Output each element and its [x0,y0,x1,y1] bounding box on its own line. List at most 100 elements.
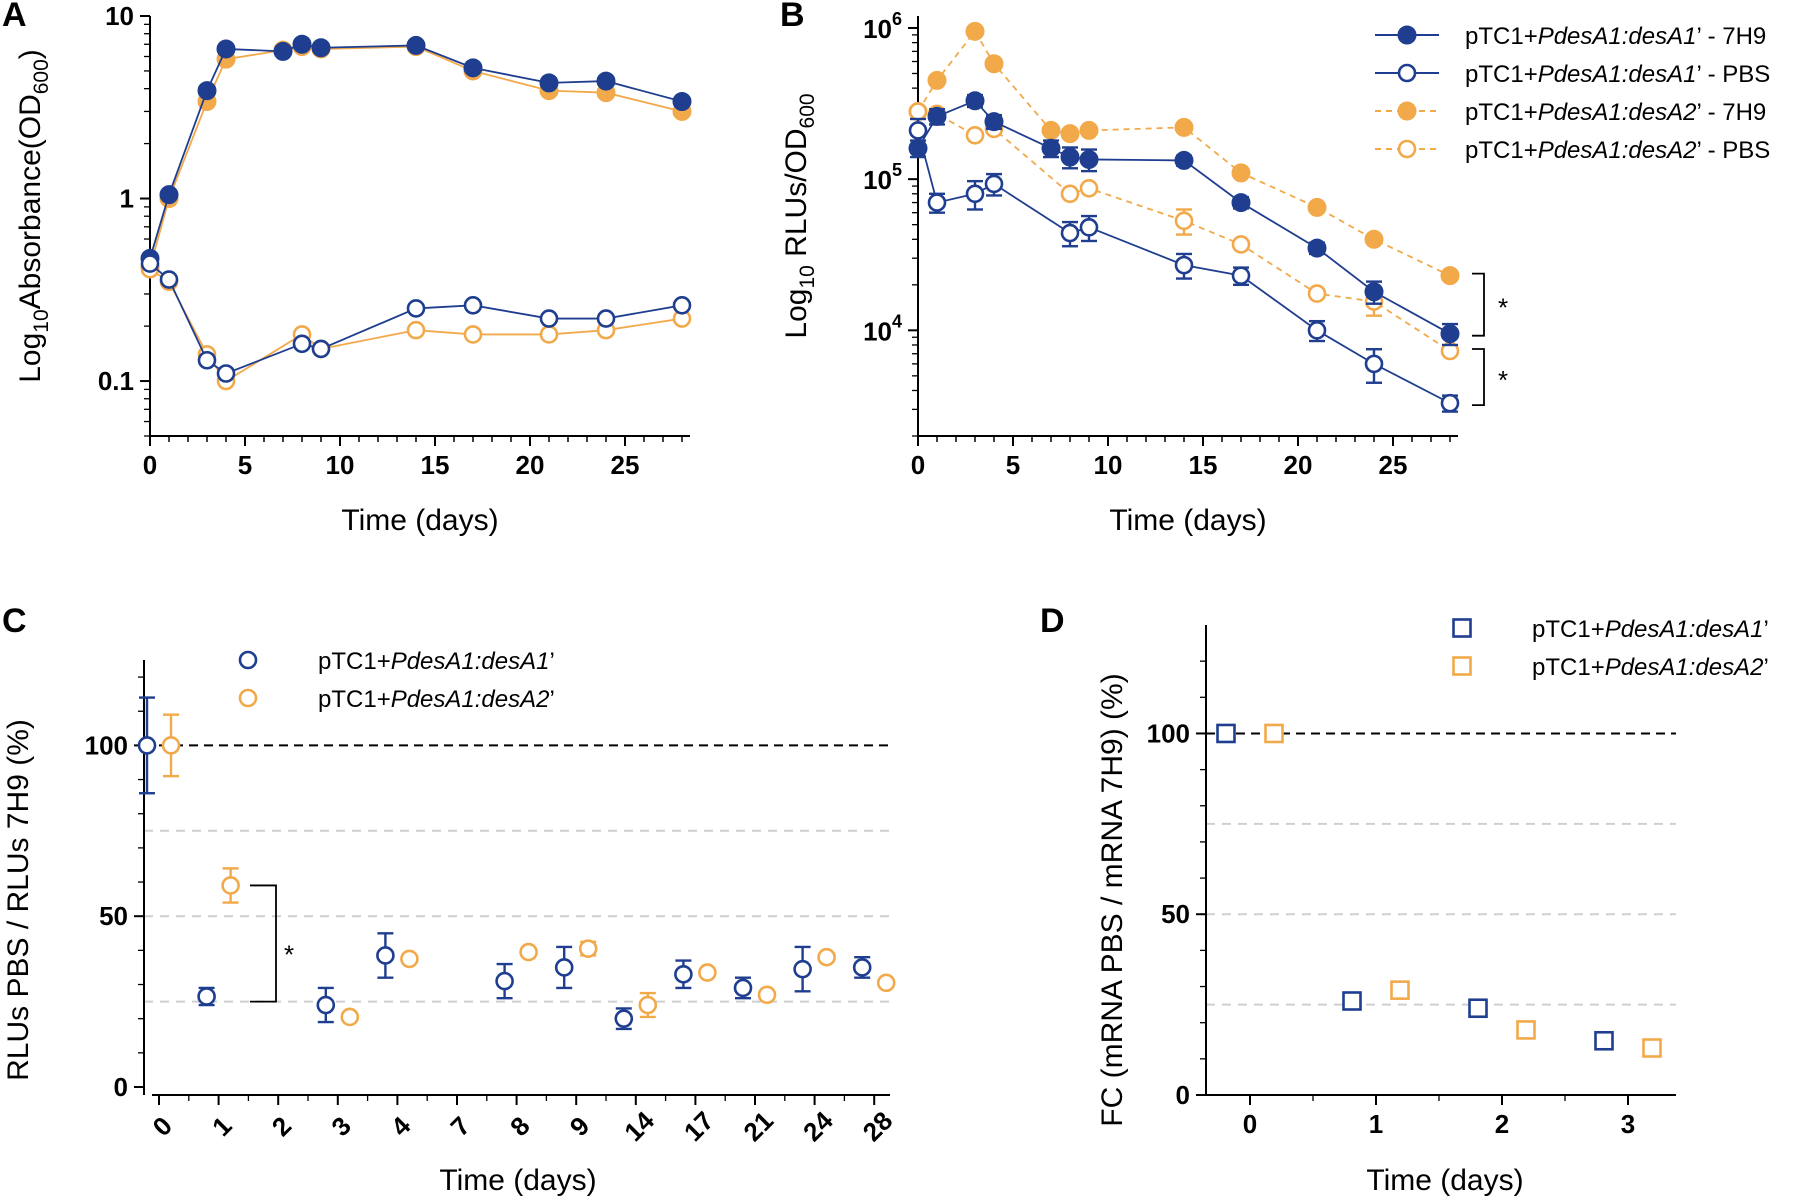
data-point [984,54,1004,74]
x-tick-label: 25 [611,450,640,480]
x-tick-label: 28 [857,1105,899,1147]
data-point [638,995,658,1015]
legend-label-prefix: pTC1+ [1465,23,1538,50]
panel-letter-b: B [780,0,805,34]
x-tick-label: 10 [326,450,355,480]
series-desA2 [161,713,896,1027]
legend-marker-1 [1397,63,1417,83]
panel-letter-a: A [2,0,27,34]
legend: pTC1+PdesA1:desA1’ pTC1+PdesA1:desA2’ [238,648,555,713]
legend-marker-1 [238,688,258,708]
series-desa2-7h9 [908,21,1460,286]
panel-a-x-axis-title: Time (days) [341,504,498,537]
y-tick-label: 1 [120,184,134,214]
data-point [1307,284,1327,303]
data-point [292,334,312,354]
legend-label-1: pTC1+PdesA1:desA2’ [1532,654,1769,681]
data-point [292,34,312,54]
significance-bracket-7h9: * [1472,272,1508,337]
x-tick-label: 21 [737,1105,779,1147]
y-tick-exponent: 4 [892,311,902,331]
data-point [927,70,947,90]
significance-bracket-line [250,884,277,1003]
y-tick-base: 10 [863,14,892,44]
data-point [197,81,217,101]
data-point [539,73,559,93]
data-point [340,1007,360,1027]
x-tick-label: 0 [1243,1109,1257,1139]
data-point [1642,1038,1662,1058]
data-point [927,106,947,126]
data-point [672,296,692,315]
series-desA2 [1264,723,1662,1058]
legend-marker-3 [1397,139,1417,159]
data-point [161,736,181,755]
legend-label-prefix: pTC1+ [318,686,391,713]
y-tick-label: 50 [1161,899,1190,929]
x-tick-label: 3 [325,1111,356,1142]
y-tick-exponent: 6 [892,9,902,29]
data-point [463,296,483,315]
legend-label-suffix: ’ - PBS [1696,137,1770,164]
data-point [1342,991,1362,1011]
data-point [539,325,559,344]
data-point [578,939,598,958]
y-tick-exponent: 5 [892,160,902,180]
x-tick-label: 1 [1369,1109,1383,1139]
panel-c-y-axis-title: RLUs PBS / RLUs 7H9 (%) [2,719,35,1081]
data-point [596,71,616,91]
data-point [1307,321,1327,340]
panel-c-x-axis-title: Time (days) [439,1164,596,1197]
data-point [554,958,574,977]
data-point [273,41,293,61]
panel-b-x-axis-title: Time (days) [1109,504,1266,537]
data-point [1231,266,1251,285]
series-desa1-pbs [908,117,1460,413]
x-tick-label: 0 [147,1111,178,1142]
legend: pTC1+PdesA1:desA1’pTC1+PdesA1:desA2’ [1452,616,1769,681]
data-point [596,309,616,328]
panel-d-x-axis-title: Time (days) [1366,1164,1523,1197]
legend-label-strain: PdesA1:desA2 [1538,99,1697,126]
x-tick-label: 20 [516,450,545,480]
panel-b-y-axis-title: Log10 RLUs/OD600 [780,93,819,338]
data-point [1307,197,1327,217]
significance-bracket-pbs-asterisk: * [1498,365,1508,395]
legend-marker-0 [1397,25,1417,45]
x-tick-label: 4 [385,1110,417,1142]
data-point [1060,223,1080,243]
x-tick-label: 2 [1495,1109,1509,1139]
data-point [159,185,179,205]
panel-d-y-axis-title: FC (mRNA PBS / mRNA 7H9) (%) [1096,673,1129,1126]
data-point [1174,255,1194,275]
data-point [311,339,331,359]
data-point [197,350,217,370]
legend-label-1: pTC1+PdesA1:desA1’ - PBS [1465,61,1770,88]
data-point [159,270,179,289]
y-tick-label: 104 [863,311,902,346]
x-tick-label: 1 [206,1111,237,1142]
data-point [733,978,753,998]
legend-label-strain: PdesA1:desA1 [391,648,550,675]
y-tick-base: 10 [863,165,892,195]
legend-marker-2 [1397,101,1417,121]
x-tick-label: 9 [564,1111,595,1142]
data-point [1440,324,1460,344]
series-line [917,29,1451,277]
data-point [463,58,483,78]
data-point [1440,266,1460,286]
data-point [400,949,419,969]
x-tick-label: 7 [445,1111,476,1142]
data-point [1440,393,1460,413]
data-point [1041,120,1061,140]
legend-label-prefix: pTC1+ [1465,99,1538,126]
data-point [1364,354,1384,374]
legend-label-suffix: ’ [549,648,554,675]
data-point [1060,184,1080,204]
data-point [1174,117,1194,137]
data-point [1174,211,1194,231]
legend-label-1: pTC1+PdesA1:desA2’ [318,686,555,713]
data-point [1060,124,1080,144]
